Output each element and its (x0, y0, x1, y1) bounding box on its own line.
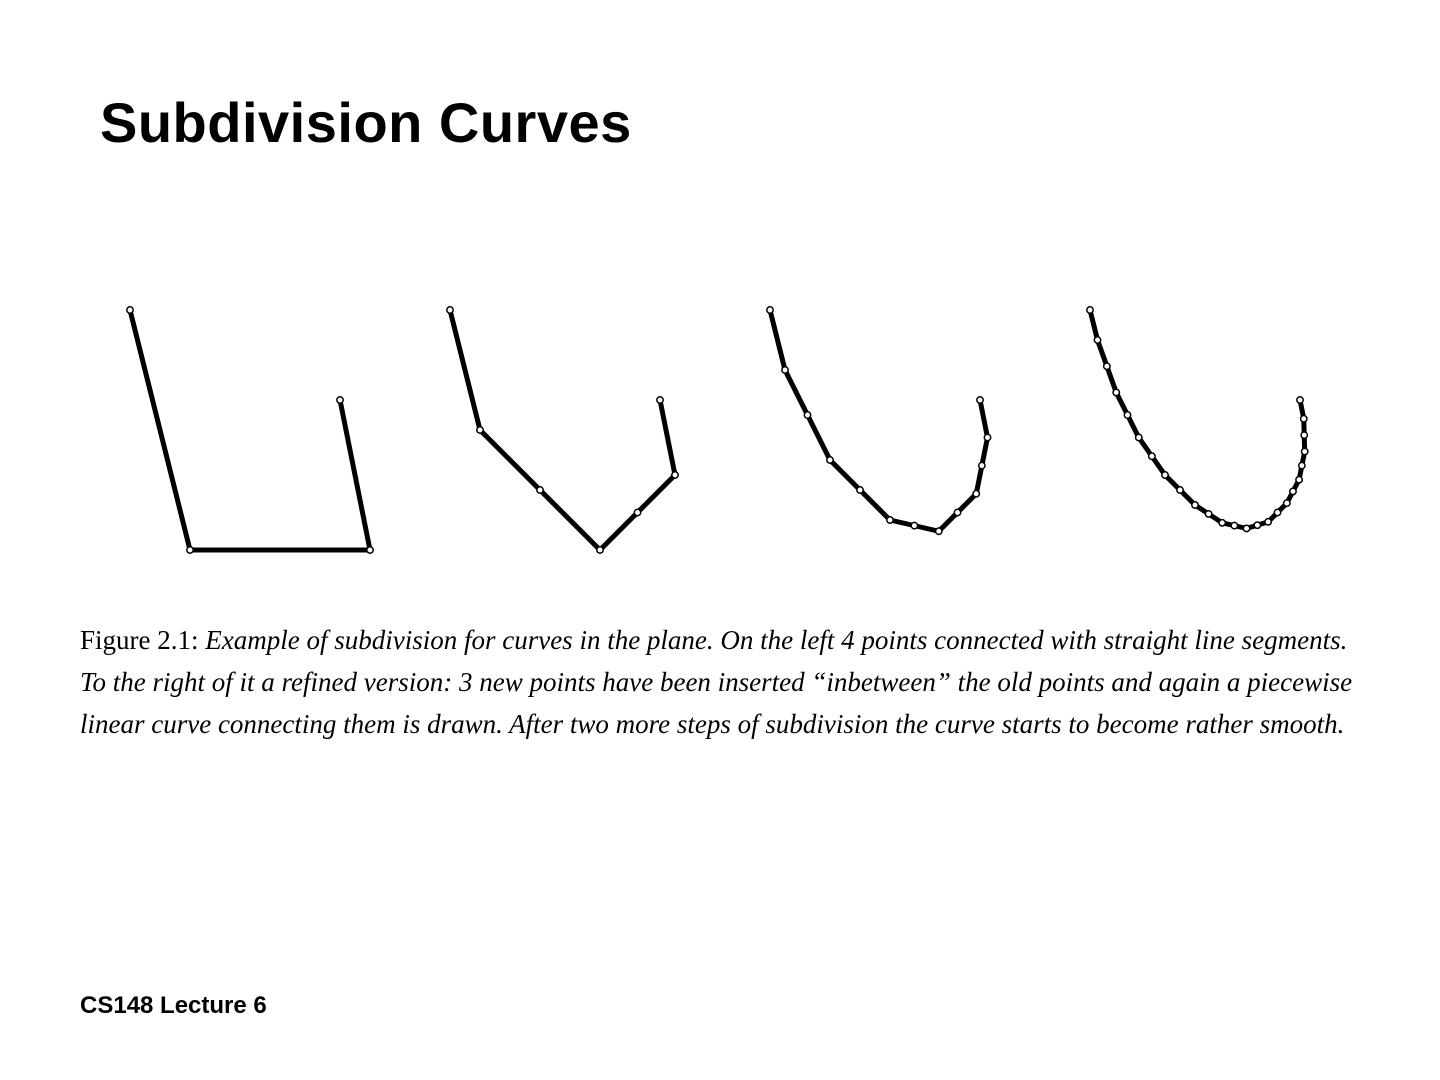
curve-node (1192, 502, 1198, 508)
curve-node (857, 487, 863, 493)
curve-node (1290, 488, 1296, 494)
figure-caption: Figure 2.1: Example of subdivision for c… (80, 620, 1360, 746)
caption-label: Figure 2.1: (80, 625, 199, 655)
curve-node (1136, 434, 1142, 440)
curve-node (954, 509, 960, 515)
curve-node (657, 397, 663, 403)
subdivision-panel-1 (447, 307, 678, 553)
curve-node (187, 547, 193, 553)
curve-node (1205, 511, 1211, 517)
curve-node (337, 397, 343, 403)
curve-node (1274, 509, 1280, 515)
curve-node (1104, 363, 1110, 369)
curve-node (973, 491, 979, 497)
curve-node (1094, 337, 1100, 343)
curve-node (804, 412, 810, 418)
curve-polyline-3 (1090, 310, 1305, 528)
curve-node (1299, 462, 1305, 468)
curve-node (936, 528, 942, 534)
curve-node (984, 434, 990, 440)
curve-node (367, 547, 373, 553)
curve-node (1124, 412, 1130, 418)
curve-node (597, 547, 603, 553)
curve-node (1243, 525, 1249, 531)
curve-node (1296, 476, 1302, 482)
caption-body: Example of subdivision for curves in the… (80, 625, 1352, 739)
slide: Subdivision Curves Figure 2.1: Example o… (0, 0, 1440, 1080)
curve-node (127, 307, 133, 313)
subdivision-figure (80, 270, 1360, 600)
curve-node (477, 427, 483, 433)
curve-node (1284, 500, 1290, 506)
curve-node (827, 457, 833, 463)
subdivision-panel-2 (767, 307, 991, 535)
curve-node (1162, 472, 1168, 478)
curve-node (1301, 432, 1307, 438)
curve-node (887, 517, 893, 523)
curve-node (634, 509, 640, 515)
curve-node (1087, 307, 1093, 313)
curve-node (1265, 519, 1271, 525)
curve-node (767, 307, 773, 313)
curve-node (979, 462, 985, 468)
curve-node (1231, 522, 1237, 528)
curve-node (672, 472, 678, 478)
curve-node (977, 397, 983, 403)
curve-node (447, 307, 453, 313)
curves-diagram (80, 270, 1360, 600)
curve-polyline-0 (130, 310, 370, 550)
curve-node (1297, 397, 1303, 403)
curve-node (1219, 520, 1225, 526)
slide-title: Subdivision Curves (100, 90, 632, 155)
curve-node (1149, 453, 1155, 459)
curve-node (1301, 448, 1307, 454)
curve-node (1254, 522, 1260, 528)
curve-node (911, 522, 917, 528)
curve-node (1301, 416, 1307, 422)
curve-node (537, 487, 543, 493)
subdivision-panel-3 (1087, 307, 1308, 532)
slide-footer: CS148 Lecture 6 (80, 992, 267, 1020)
curve-node (782, 367, 788, 373)
curve-polyline-2 (770, 310, 988, 531)
curve-node (1177, 487, 1183, 493)
curve-node (1113, 389, 1119, 395)
subdivision-panel-0 (127, 307, 373, 553)
